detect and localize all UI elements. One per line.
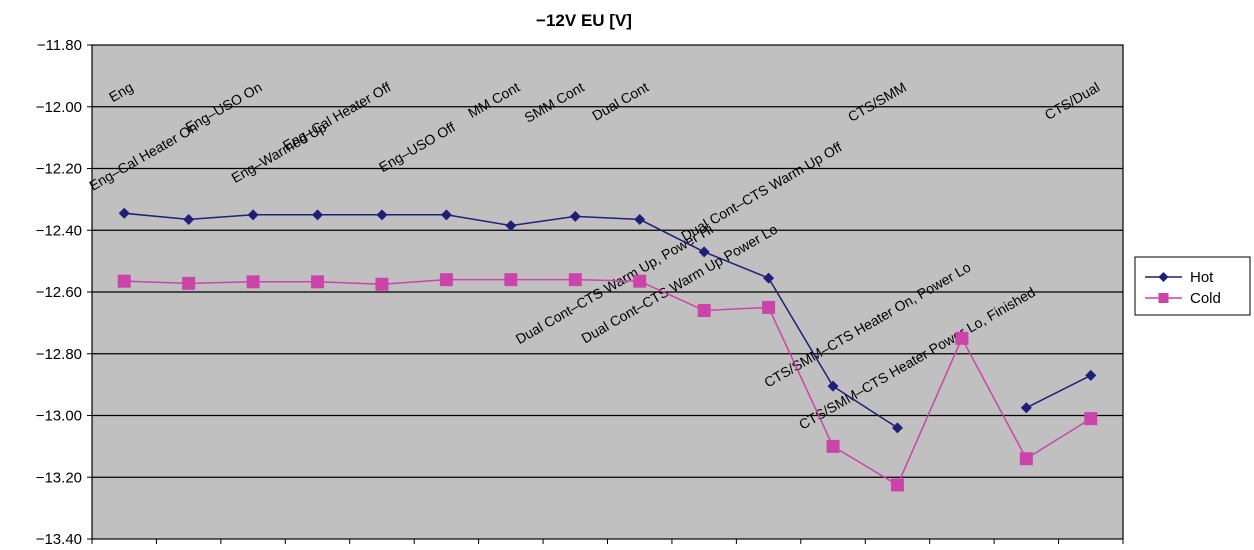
point-hot-1	[183, 213, 195, 225]
ytick-label-5: −12.80	[36, 346, 82, 363]
point-cold-14	[1019, 452, 1033, 466]
point-hot-4	[376, 209, 388, 221]
point-hot-3	[312, 209, 324, 221]
legend-marker-cold	[1158, 293, 1169, 303]
series	[117, 207, 1098, 492]
point-cold-2	[246, 275, 260, 289]
ytick-label-2: −12.20	[36, 161, 82, 178]
point-hot-8	[634, 213, 646, 225]
legend: Hot Cold	[1134, 256, 1251, 316]
ytick-label-8: −13.40	[36, 531, 82, 548]
point-cold-5	[439, 273, 453, 287]
point-hot-15	[1085, 369, 1097, 381]
ytick-label-0: −11.80	[37, 37, 82, 54]
point-hot-11	[827, 380, 839, 392]
point-cold-15	[1084, 412, 1098, 426]
series-line-cold	[124, 278, 1092, 487]
point-hot-5	[440, 209, 452, 221]
y-axis-ticks: −11.80 −12.00 −12.20 −12.40 −12.60 −12.80 −13.…	[36, 37, 92, 548]
point-hot-12	[891, 422, 903, 434]
ytick-label-1: −12.00	[36, 99, 82, 116]
point-cold-9	[697, 304, 711, 318]
point-hot-0	[118, 207, 130, 219]
point-cold-3	[311, 275, 325, 289]
point-cold-12	[890, 478, 904, 492]
point-cold-13	[955, 331, 969, 345]
point-cold-11	[826, 439, 840, 453]
point-hot-7	[569, 210, 581, 222]
point-cold-1	[182, 276, 196, 290]
point-hot-9	[698, 246, 710, 258]
ytick-label-3: −12.40	[36, 222, 82, 239]
point-cold-0	[117, 274, 131, 288]
point-hot-14	[1020, 402, 1032, 414]
point-cold-10	[762, 300, 776, 314]
point-cold-7	[568, 273, 582, 287]
point-hot-2	[247, 209, 259, 221]
ytick-label-4: −12.60	[36, 284, 82, 301]
series-cold	[117, 273, 1098, 492]
point-cold-4	[375, 277, 389, 291]
legend-label-cold: Cold	[1190, 290, 1221, 307]
grid-lines	[92, 106, 1123, 478]
legend-box	[1134, 256, 1251, 316]
ytick-label-6: −13.00	[36, 408, 82, 425]
legend-label-hot: Hot	[1190, 269, 1214, 286]
point-hot-6	[505, 220, 517, 232]
chart-title: −12V EU [V]	[536, 11, 632, 30]
series-hot	[118, 207, 1097, 434]
ytick-label-7: −13.20	[36, 469, 82, 486]
point-cold-8	[633, 274, 647, 288]
point-hot-10	[763, 272, 775, 284]
point-cold-6	[504, 273, 518, 287]
legend-marker-hot	[1158, 272, 1169, 282]
